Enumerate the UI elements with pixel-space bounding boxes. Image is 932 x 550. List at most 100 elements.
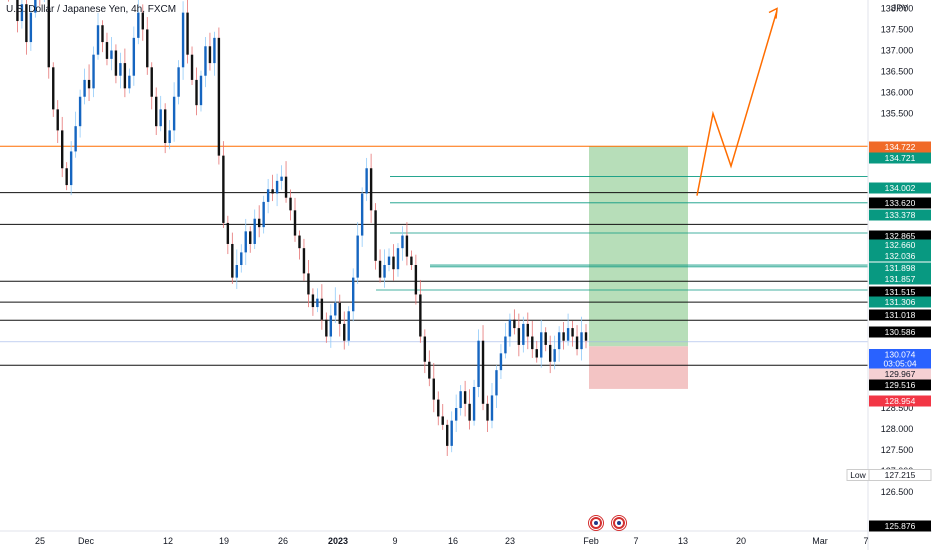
position-zones (589, 146, 688, 389)
stop-loss-zone (589, 346, 688, 389)
candle-body (522, 323, 525, 345)
low-badge-bg (846, 469, 870, 481)
candle-body (87, 79, 91, 89)
candle-body (271, 189, 274, 194)
candle-body (110, 50, 113, 59)
candle-body (231, 243, 234, 278)
candle-body (557, 332, 561, 350)
candle-body (20, 4, 24, 22)
candle-body (222, 155, 225, 223)
candle-body (235, 265, 238, 278)
candle-body (369, 168, 373, 211)
candle-body (325, 319, 328, 337)
price-tag-bg (869, 309, 931, 321)
price-tick-label: 136.000 (881, 88, 914, 98)
candle-body (253, 218, 256, 244)
price-tag-label: 129.967 (885, 369, 916, 379)
price-tag-label: 131.306 (885, 297, 916, 307)
candle-body (16, 0, 19, 22)
candle-body (240, 252, 243, 265)
price-tag-bg (869, 349, 931, 369)
price-tick-label: 136.500 (881, 67, 914, 77)
candle-body (311, 294, 315, 308)
candle-body (468, 403, 471, 421)
candle-body (575, 336, 579, 350)
candle-body (374, 210, 377, 261)
price-tag-bg (869, 286, 931, 298)
candle-body (428, 361, 431, 379)
time-tick-label: 12 (163, 536, 173, 546)
candle-body (548, 344, 552, 362)
candle-body (441, 416, 444, 425)
low-badge-label: Low (850, 470, 866, 480)
candle-body (526, 323, 529, 337)
candle-body (347, 311, 350, 341)
symbol-title: U.S. Dollar / Japanese Yen, 4h, FXCM (6, 4, 177, 15)
candle-body (289, 197, 292, 211)
price-tag-bg (869, 209, 931, 221)
candle-body (410, 256, 413, 265)
candle-body (280, 176, 283, 181)
projection-path (696, 7, 778, 196)
price-tag-label: 134.722 (885, 142, 916, 152)
price-tag-label: 125.876 (885, 521, 916, 531)
us-event-flag-icon[interactable] (612, 516, 626, 530)
candle-body (226, 222, 230, 244)
candle-body (365, 168, 368, 194)
candle-body (562, 332, 565, 341)
price-tag-label: 134.721 (885, 153, 916, 163)
candle-body (513, 319, 516, 329)
price-tag-label: 131.515 (885, 287, 916, 297)
candle-body (25, 4, 28, 43)
time-tick-label: 13 (678, 536, 688, 546)
candle-body (544, 332, 547, 345)
candle-body (159, 109, 162, 127)
candle-body (343, 323, 346, 341)
candle-body (105, 42, 109, 59)
candle-body (65, 168, 68, 186)
candle-body (114, 50, 118, 76)
horizontal-levels (0, 145, 868, 366)
time-tick-label: 26 (278, 536, 288, 546)
price-tick-label: 137.000 (881, 45, 914, 55)
candle-body (490, 395, 494, 421)
candle-body (78, 96, 82, 127)
price-tick-label: 126.500 (881, 487, 914, 497)
price-tag-label: 132.865 (885, 231, 916, 241)
price-tag-label: 131.898 (885, 263, 916, 273)
candle-body (338, 302, 341, 324)
candle-body (119, 63, 122, 76)
candle-body (204, 46, 207, 76)
candle-body (155, 96, 158, 127)
price-tag-bg (869, 296, 931, 308)
price-tag-bg (869, 152, 931, 164)
candle-body (540, 332, 543, 358)
price-tag-bg (869, 250, 931, 262)
candle-body (454, 408, 458, 421)
candle-body (508, 319, 512, 337)
candle-body (450, 420, 453, 446)
candle-body (432, 378, 435, 400)
candle-body (387, 256, 391, 265)
candle-body (423, 336, 427, 362)
candle-body (584, 332, 588, 341)
price-tag-label: 132.036 (885, 251, 916, 261)
time-tick-label: 23 (505, 536, 515, 546)
candle-body (320, 298, 324, 320)
us-event-flag-icon[interactable] (589, 516, 603, 530)
candle-body (61, 130, 64, 169)
candle-body (34, 0, 37, 13)
candle-body (275, 180, 279, 194)
price-tag-label: 131.018 (885, 310, 916, 320)
candle-body (150, 67, 153, 97)
candle-body (92, 54, 95, 89)
candle-body (571, 328, 574, 337)
candle-body (446, 424, 449, 446)
price-tag-bg (869, 379, 931, 391)
time-tick-label: 16 (448, 536, 458, 546)
candle-body (69, 151, 73, 186)
candle-body (566, 328, 570, 341)
candle-body (52, 67, 55, 110)
